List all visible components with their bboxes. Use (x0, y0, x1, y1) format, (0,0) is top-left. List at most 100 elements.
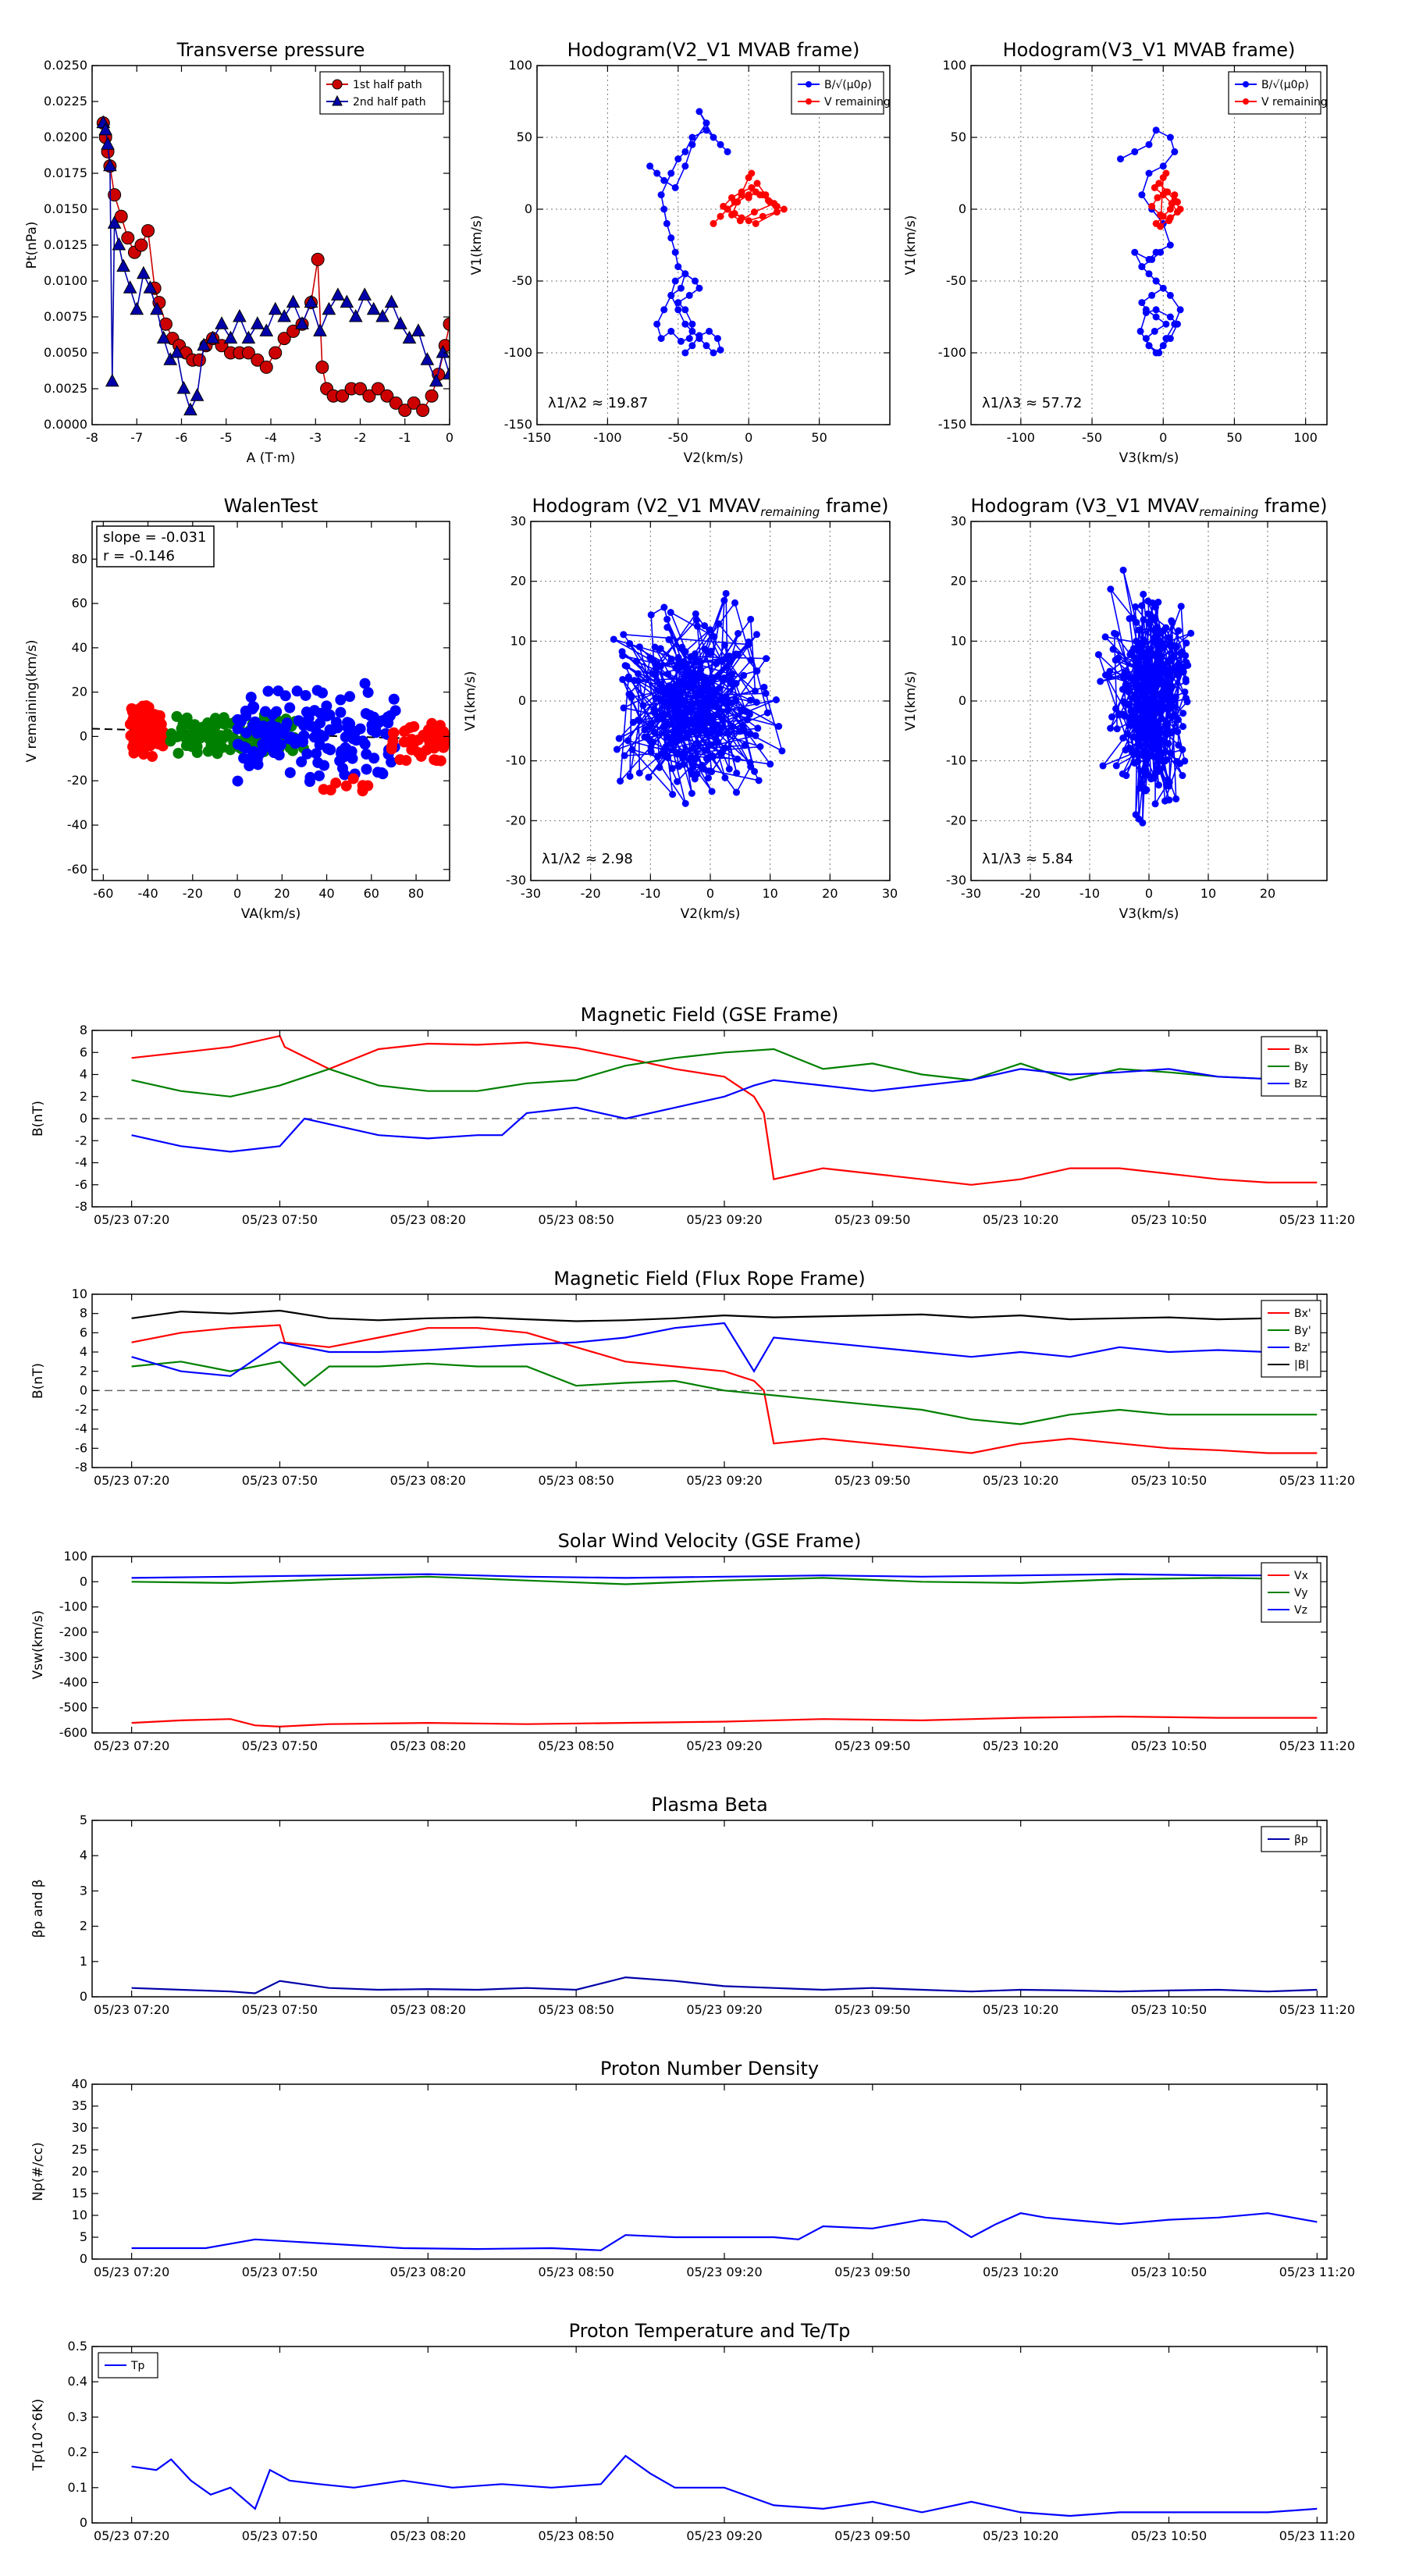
data-point (708, 788, 716, 795)
data-point (1155, 349, 1163, 357)
data-point (1182, 694, 1190, 702)
x-tick-label: 05/23 08:50 (538, 2265, 614, 2279)
data-point (1166, 241, 1174, 249)
data-point (1165, 634, 1173, 642)
plot-frame (970, 65, 1328, 425)
data-point (674, 263, 682, 271)
data-point (1156, 665, 1164, 673)
data-point (715, 620, 723, 628)
data-point (1158, 736, 1165, 744)
data-point (620, 631, 628, 639)
data-point (752, 731, 759, 739)
data-point (731, 599, 739, 607)
legend-box (791, 71, 884, 115)
x-tick-label: 05/23 10:20 (983, 2265, 1058, 2279)
y-tick-label: -20 (67, 773, 87, 788)
data-point (703, 710, 711, 718)
data-point (625, 690, 633, 698)
data-point (1145, 270, 1153, 278)
x-tick-label: 05/23 07:20 (94, 2265, 169, 2279)
data-point (197, 337, 211, 351)
x-tick-label: 05/23 09:20 (686, 1473, 762, 1488)
data-point (1140, 590, 1147, 598)
x-tick-label: -8 (86, 430, 98, 445)
data-point (647, 611, 655, 619)
x-tick-label: 05/23 11:20 (1279, 2002, 1355, 2017)
data-point (698, 718, 706, 726)
data-point (232, 713, 244, 725)
data-point (348, 308, 363, 322)
series-line (131, 1034, 1318, 1186)
data-point (331, 287, 345, 301)
legend-label: 2nd half path (353, 96, 426, 109)
data-point (1145, 342, 1153, 350)
y-tick-label: 0.3 (68, 2409, 87, 2424)
y-tick-label: -40 (67, 817, 87, 832)
data-point (1129, 733, 1137, 741)
legend-marker (806, 98, 812, 105)
data-point (650, 728, 658, 736)
data-point (672, 664, 680, 672)
data-point (1181, 757, 1189, 765)
data-point (1165, 739, 1172, 747)
data-point (339, 769, 350, 781)
data-point (284, 702, 296, 713)
data-point (674, 299, 682, 307)
y-axis-label: V1(km/s) (903, 215, 919, 276)
data-point (710, 133, 717, 141)
y-axis-label: B(nT) (30, 1101, 46, 1137)
data-point (688, 789, 695, 797)
data-point (702, 126, 710, 134)
y-tick-label: -150 (938, 417, 966, 432)
data-point (681, 270, 689, 278)
data-point (1164, 188, 1172, 196)
y-tick-label: 0.0075 (44, 309, 87, 324)
data-point (1136, 327, 1144, 335)
data-point (1179, 723, 1187, 731)
legend-label: By (1294, 1061, 1308, 1073)
data-point (635, 769, 643, 777)
data-point (635, 677, 642, 685)
plot-area (131, 2212, 1318, 2251)
data-point (311, 252, 325, 266)
x-tick-label: 0 (1145, 886, 1153, 901)
data-point (1143, 714, 1151, 722)
y-tick-label: 4 (80, 1067, 87, 1082)
y-axis-label: B(nT) (30, 1363, 46, 1399)
data-point (1147, 671, 1155, 679)
data-point (269, 726, 280, 738)
x-tick-label: 05/23 09:50 (834, 2002, 910, 2017)
data-point (1161, 721, 1169, 729)
y-tick-label: -8 (75, 1460, 87, 1475)
data-point (702, 755, 710, 763)
plot-frame (91, 1820, 1328, 1998)
data-point (330, 717, 342, 728)
title-text: WalenTest (224, 495, 318, 517)
x-tick-label: 05/23 07:50 (242, 1473, 318, 1488)
data-point (1148, 716, 1156, 724)
data-point (1164, 658, 1172, 666)
data-point (664, 670, 672, 678)
y-tick-label: 0.0000 (44, 417, 87, 432)
data-point (1097, 678, 1104, 685)
x-tick-label: -1 (399, 430, 411, 445)
x-axis-label: V3(km/s) (1119, 906, 1179, 922)
y-tick-label: 0.1 (68, 2480, 87, 2495)
data-point (760, 683, 768, 691)
data-point (1175, 742, 1183, 749)
data-point (1140, 705, 1148, 713)
data-point (683, 671, 691, 679)
data-point (300, 689, 311, 701)
y-axis-label: Tp(10^6K) (30, 2399, 46, 2471)
data-point (753, 667, 761, 675)
data-point (1123, 673, 1131, 681)
data-point (662, 743, 670, 751)
data-point (695, 284, 703, 292)
data-point (1166, 133, 1174, 141)
data-point (1166, 205, 1174, 213)
y-tick-label: 80 (72, 551, 87, 566)
data-point (377, 768, 389, 780)
data-point (330, 777, 342, 789)
data-point (620, 704, 628, 712)
